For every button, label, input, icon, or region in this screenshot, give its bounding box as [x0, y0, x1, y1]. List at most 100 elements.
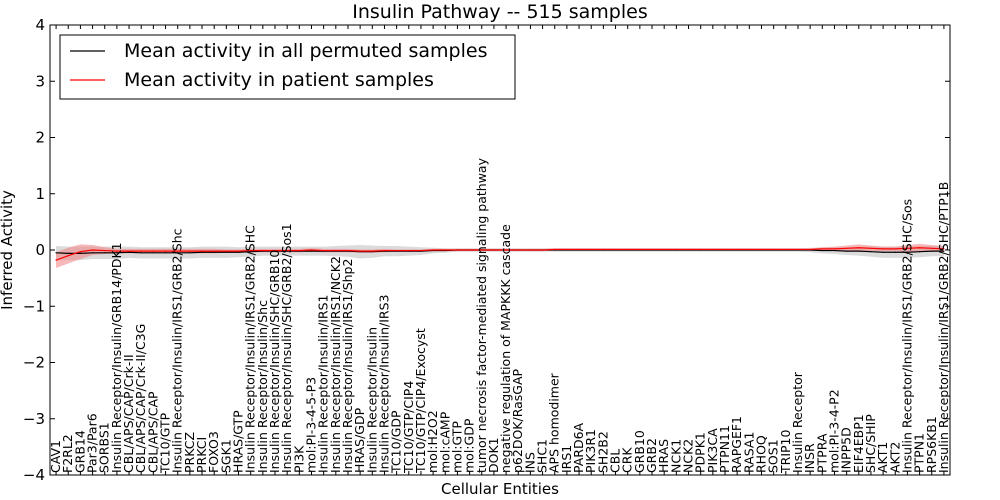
data-point-permuted: [894, 251, 896, 253]
x-axis-label: Cellular Entities: [441, 480, 559, 498]
x-tick-label: PTPN1: [912, 433, 927, 473]
data-point-patient: [383, 249, 386, 252]
x-tick-label: Insulin Receptor/Insulin/SHC/GRB10: [267, 250, 282, 473]
legend-label-patient: Mean activity in patient samples: [124, 69, 434, 91]
data-point-patient: [529, 249, 532, 251]
legend-box: [59, 34, 516, 100]
data-point-patient: [456, 249, 459, 251]
x-tick-label: Insulin Receptor: [790, 371, 805, 473]
data-point-patient: [541, 249, 544, 251]
x-tick-label: SORBS1: [97, 422, 112, 473]
data-point-patient: [164, 250, 167, 252]
x-tick-label: p62DOK/RasGAP: [510, 368, 525, 473]
x-tick-label: Insulin Receptor/Insulin/Shc: [255, 300, 270, 473]
data-point-patient: [237, 250, 240, 252]
x-tick-label: Insulin Receptor/Insulin/IRS1/NCK2: [328, 256, 343, 473]
x-tick-label: DOK1: [486, 437, 501, 473]
data-point-permuted: [931, 250, 933, 252]
data-point-patient: [493, 249, 495, 251]
x-tick-label: PIK3R1: [583, 429, 598, 473]
data-point-patient: [201, 250, 203, 252]
data-point-patient: [639, 248, 641, 251]
data-point-patient: [675, 248, 677, 251]
data-point-permuted: [128, 251, 130, 253]
y-tick-label: −1: [23, 297, 45, 315]
x-tick-label: HRAS/GDP: [352, 407, 367, 473]
x-tick-label: CBL/APS/CAP/Crk-II: [121, 354, 136, 473]
x-tick-label: PTPRA: [814, 433, 829, 473]
x-tick-label: Insulin Receptor/Insulin/IRS1/GRB2/SHC/S…: [899, 199, 914, 473]
x-tick-label: GRB14: [72, 430, 87, 473]
data-point-permuted: [79, 252, 82, 254]
x-tick-label: Insulin Receptor/Insulin/IRS1/GRB2/Shc: [170, 228, 185, 473]
data-point-patient: [152, 250, 154, 252]
data-point-permuted: [943, 250, 945, 252]
series-line-patient: [55, 247, 944, 261]
data-point-patient: [943, 248, 945, 250]
x-tick-label: CBL/APS/CAP/Crk-II/C3G: [133, 324, 148, 473]
series-lines: [55, 247, 945, 261]
chart-title: Insulin Pathway -- 515 samples: [352, 1, 647, 23]
x-tick-label: Insulin Receptor/Insulin/IRS1: [316, 295, 331, 473]
x-tick-label: RPS6KB1: [924, 416, 939, 473]
x-tick-label: negative regulation of MAPKKK cascade: [498, 224, 513, 473]
data-point-patient: [614, 248, 617, 251]
x-tick-label: mol:cAMP: [437, 411, 452, 473]
data-point-permuted: [152, 252, 154, 254]
data-point-patient: [602, 248, 604, 251]
x-tick-label: mol:H2O2: [425, 410, 440, 473]
data-point-patient: [55, 259, 57, 261]
data-point-patient: [274, 249, 276, 252]
data-point-patient: [79, 251, 82, 253]
data-point-permuted: [821, 249, 823, 252]
data-point-patient: [809, 248, 811, 251]
x-tick-label: PDPK1: [693, 432, 708, 473]
x-tick-label: AKT2: [887, 442, 902, 473]
data-point-permuted: [164, 252, 167, 254]
data-point-patient: [712, 248, 714, 251]
legend: Mean activity in all permuted samples Me…: [59, 34, 516, 100]
data-point-patient: [286, 249, 288, 252]
data-point-patient: [396, 249, 398, 252]
x-tick-label: tumor necrosis factor-mediated signaling…: [474, 157, 489, 473]
data-point-permuted: [870, 251, 872, 253]
data-point-patient: [700, 248, 702, 251]
x-tick-label: Insulin Receptor/Insulin/IRS1/Shp2: [340, 259, 355, 473]
data-point-permuted: [55, 252, 57, 254]
x-tick-label: mol:PI-3-4-P2: [826, 389, 841, 473]
x-tick-label: TC10/GDP: [389, 410, 404, 474]
x-tick-label: NCK1: [668, 439, 683, 473]
y-tick-label: 2: [35, 129, 45, 147]
data-point-patient: [128, 250, 130, 252]
data-point-permuted: [833, 249, 836, 252]
y-tick-label: 3: [35, 72, 45, 90]
data-point-permuted: [201, 251, 203, 253]
data-point-permuted: [858, 250, 860, 252]
data-point-permuted: [177, 252, 179, 254]
x-tick-label: CBL: [608, 449, 623, 473]
y-tick-label: 1: [35, 185, 45, 203]
data-point-patient: [262, 249, 264, 252]
data-point-patient: [590, 248, 592, 251]
x-tick-label: INSR: [802, 443, 817, 473]
y-tick-label: −2: [23, 354, 45, 372]
data-point-permuted: [846, 250, 848, 252]
x-tick-label: TC10/GTP: [158, 412, 173, 474]
x-tick-label: EIF4EBP1: [851, 414, 866, 473]
data-point-patient: [870, 247, 872, 249]
data-point-patient: [189, 250, 191, 252]
data-point-permuted: [104, 252, 106, 254]
data-point-patient: [894, 248, 896, 250]
x-tick-label: SOS1: [766, 439, 781, 473]
data-point-permuted: [213, 251, 215, 253]
data-point-patient: [335, 249, 337, 252]
data-point-patient: [931, 247, 933, 249]
data-point-patient: [432, 249, 434, 251]
data-point-permuted: [918, 251, 921, 253]
x-tick-label: SGK1: [218, 439, 233, 473]
data-point-patient: [736, 248, 738, 251]
x-tick-label: SHC1: [535, 439, 550, 473]
data-point-patient: [505, 249, 507, 251]
data-point-patient: [760, 248, 763, 251]
